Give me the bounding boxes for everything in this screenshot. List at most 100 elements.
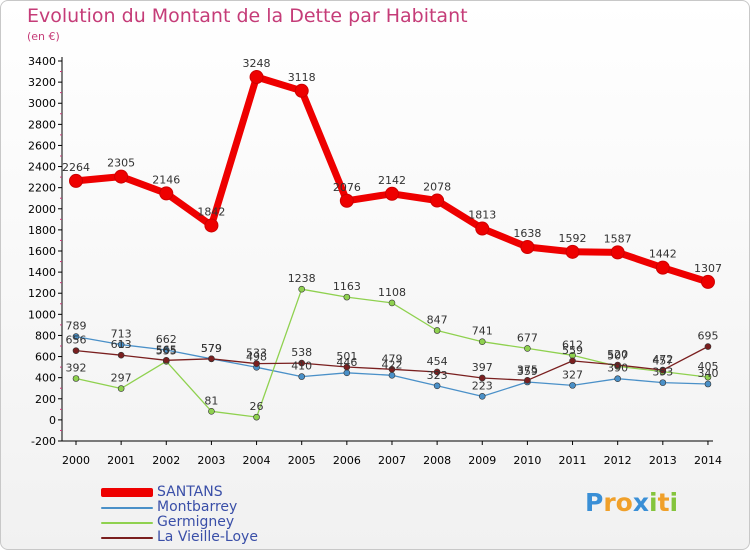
data-label: 579 [201, 342, 222, 355]
data-label: 1592 [559, 232, 587, 245]
legend-swatch [101, 507, 153, 509]
data-label: 26 [250, 400, 264, 413]
data-point [294, 83, 309, 98]
data-label: 410 [291, 360, 312, 373]
y-tick-label: 3400 [28, 55, 56, 68]
data-point [162, 346, 170, 354]
x-tick-label: 2009 [468, 454, 496, 467]
x-tick-label: 2001 [107, 454, 135, 467]
data-point [343, 369, 351, 377]
data-label: 375 [517, 363, 538, 376]
logo-letter: t [657, 488, 670, 517]
data-point [655, 260, 670, 275]
data-label: 2142 [378, 174, 406, 187]
data-label: 392 [66, 362, 87, 375]
data-label: 662 [156, 333, 177, 346]
x-tick-label: 2010 [513, 454, 541, 467]
y-tick-label: 2600 [28, 139, 56, 152]
data-point [298, 285, 306, 293]
logo-letter: i [649, 488, 658, 517]
y-tick-label: 1600 [28, 245, 56, 258]
data-point [114, 169, 129, 184]
proxiti-logo: Proxiti [585, 488, 678, 517]
data-label: 533 [246, 347, 267, 360]
legend-label: Montbarrey [157, 499, 238, 515]
chart-subtitle: (en €) [27, 30, 60, 43]
data-label: 559 [562, 344, 583, 357]
data-point [524, 345, 531, 352]
data-label: 555 [156, 344, 177, 357]
x-tick-label: 2005 [288, 454, 316, 467]
data-point [298, 359, 306, 367]
data-label: 422 [381, 358, 402, 371]
data-point [478, 393, 486, 400]
data-label: 713 [111, 328, 132, 341]
data-label: 507 [607, 349, 628, 362]
data-point [208, 355, 215, 363]
legend-label: La Vieille-Loye [157, 529, 258, 545]
data-point [704, 343, 712, 350]
data-point [569, 357, 576, 365]
data-point [475, 221, 490, 236]
y-tick-label: 800 [35, 329, 56, 342]
x-tick-label: 2002 [152, 454, 180, 467]
data-point [253, 413, 260, 421]
data-point [565, 244, 580, 259]
x-tick-label: 2011 [559, 454, 587, 467]
data-point [704, 373, 712, 381]
data-label: 390 [607, 362, 628, 375]
data-point [700, 274, 715, 289]
data-point [478, 338, 486, 345]
data-label: 1587 [604, 232, 632, 245]
data-point [249, 70, 264, 85]
data-point [69, 173, 83, 188]
legend-label: Germigney [157, 514, 235, 530]
data-point [610, 245, 625, 260]
data-label: 3248 [243, 57, 271, 70]
y-tick-label: -200 [31, 435, 56, 448]
legend-swatch [101, 522, 153, 524]
data-label: 501 [336, 350, 357, 363]
logo-letter: P [585, 488, 604, 517]
data-point [117, 385, 125, 392]
data-point [339, 193, 354, 208]
data-point [72, 347, 80, 354]
y-tick-label: 2000 [28, 203, 56, 216]
x-tick-label: 2014 [694, 454, 722, 467]
y-tick-label: 2800 [28, 118, 56, 131]
data-point [117, 351, 125, 359]
data-point [159, 186, 174, 201]
legend-label: SANTANS [157, 484, 223, 500]
y-tick-label: 200 [35, 393, 56, 406]
data-label: 2146 [152, 173, 180, 186]
data-point [208, 408, 215, 415]
data-label: 1108 [378, 286, 406, 299]
data-label: 397 [472, 361, 493, 374]
data-label: 1813 [468, 209, 496, 222]
data-label: 297 [111, 372, 132, 385]
logo-letter: o [615, 488, 633, 517]
data-point [343, 363, 351, 371]
data-label: 695 [697, 330, 718, 343]
data-label: 565 [156, 343, 177, 356]
x-tick-label: 2006 [333, 454, 361, 467]
x-tick-label: 2008 [423, 454, 451, 467]
y-tick-label: 1000 [28, 308, 56, 321]
data-label: 847 [427, 313, 448, 326]
data-point [614, 361, 621, 369]
data-point [204, 218, 219, 233]
x-tick-label: 2003 [197, 454, 225, 467]
data-point [298, 373, 306, 380]
data-label: 656 [66, 334, 87, 347]
data-label: 2264 [62, 161, 90, 174]
data-label: 538 [291, 346, 312, 359]
data-label: 405 [697, 360, 718, 373]
data-label: 1842 [197, 205, 225, 218]
data-point [384, 186, 399, 201]
data-point [117, 341, 125, 348]
data-point [433, 382, 441, 390]
data-label: 327 [562, 368, 583, 381]
data-label: 1638 [513, 227, 541, 240]
